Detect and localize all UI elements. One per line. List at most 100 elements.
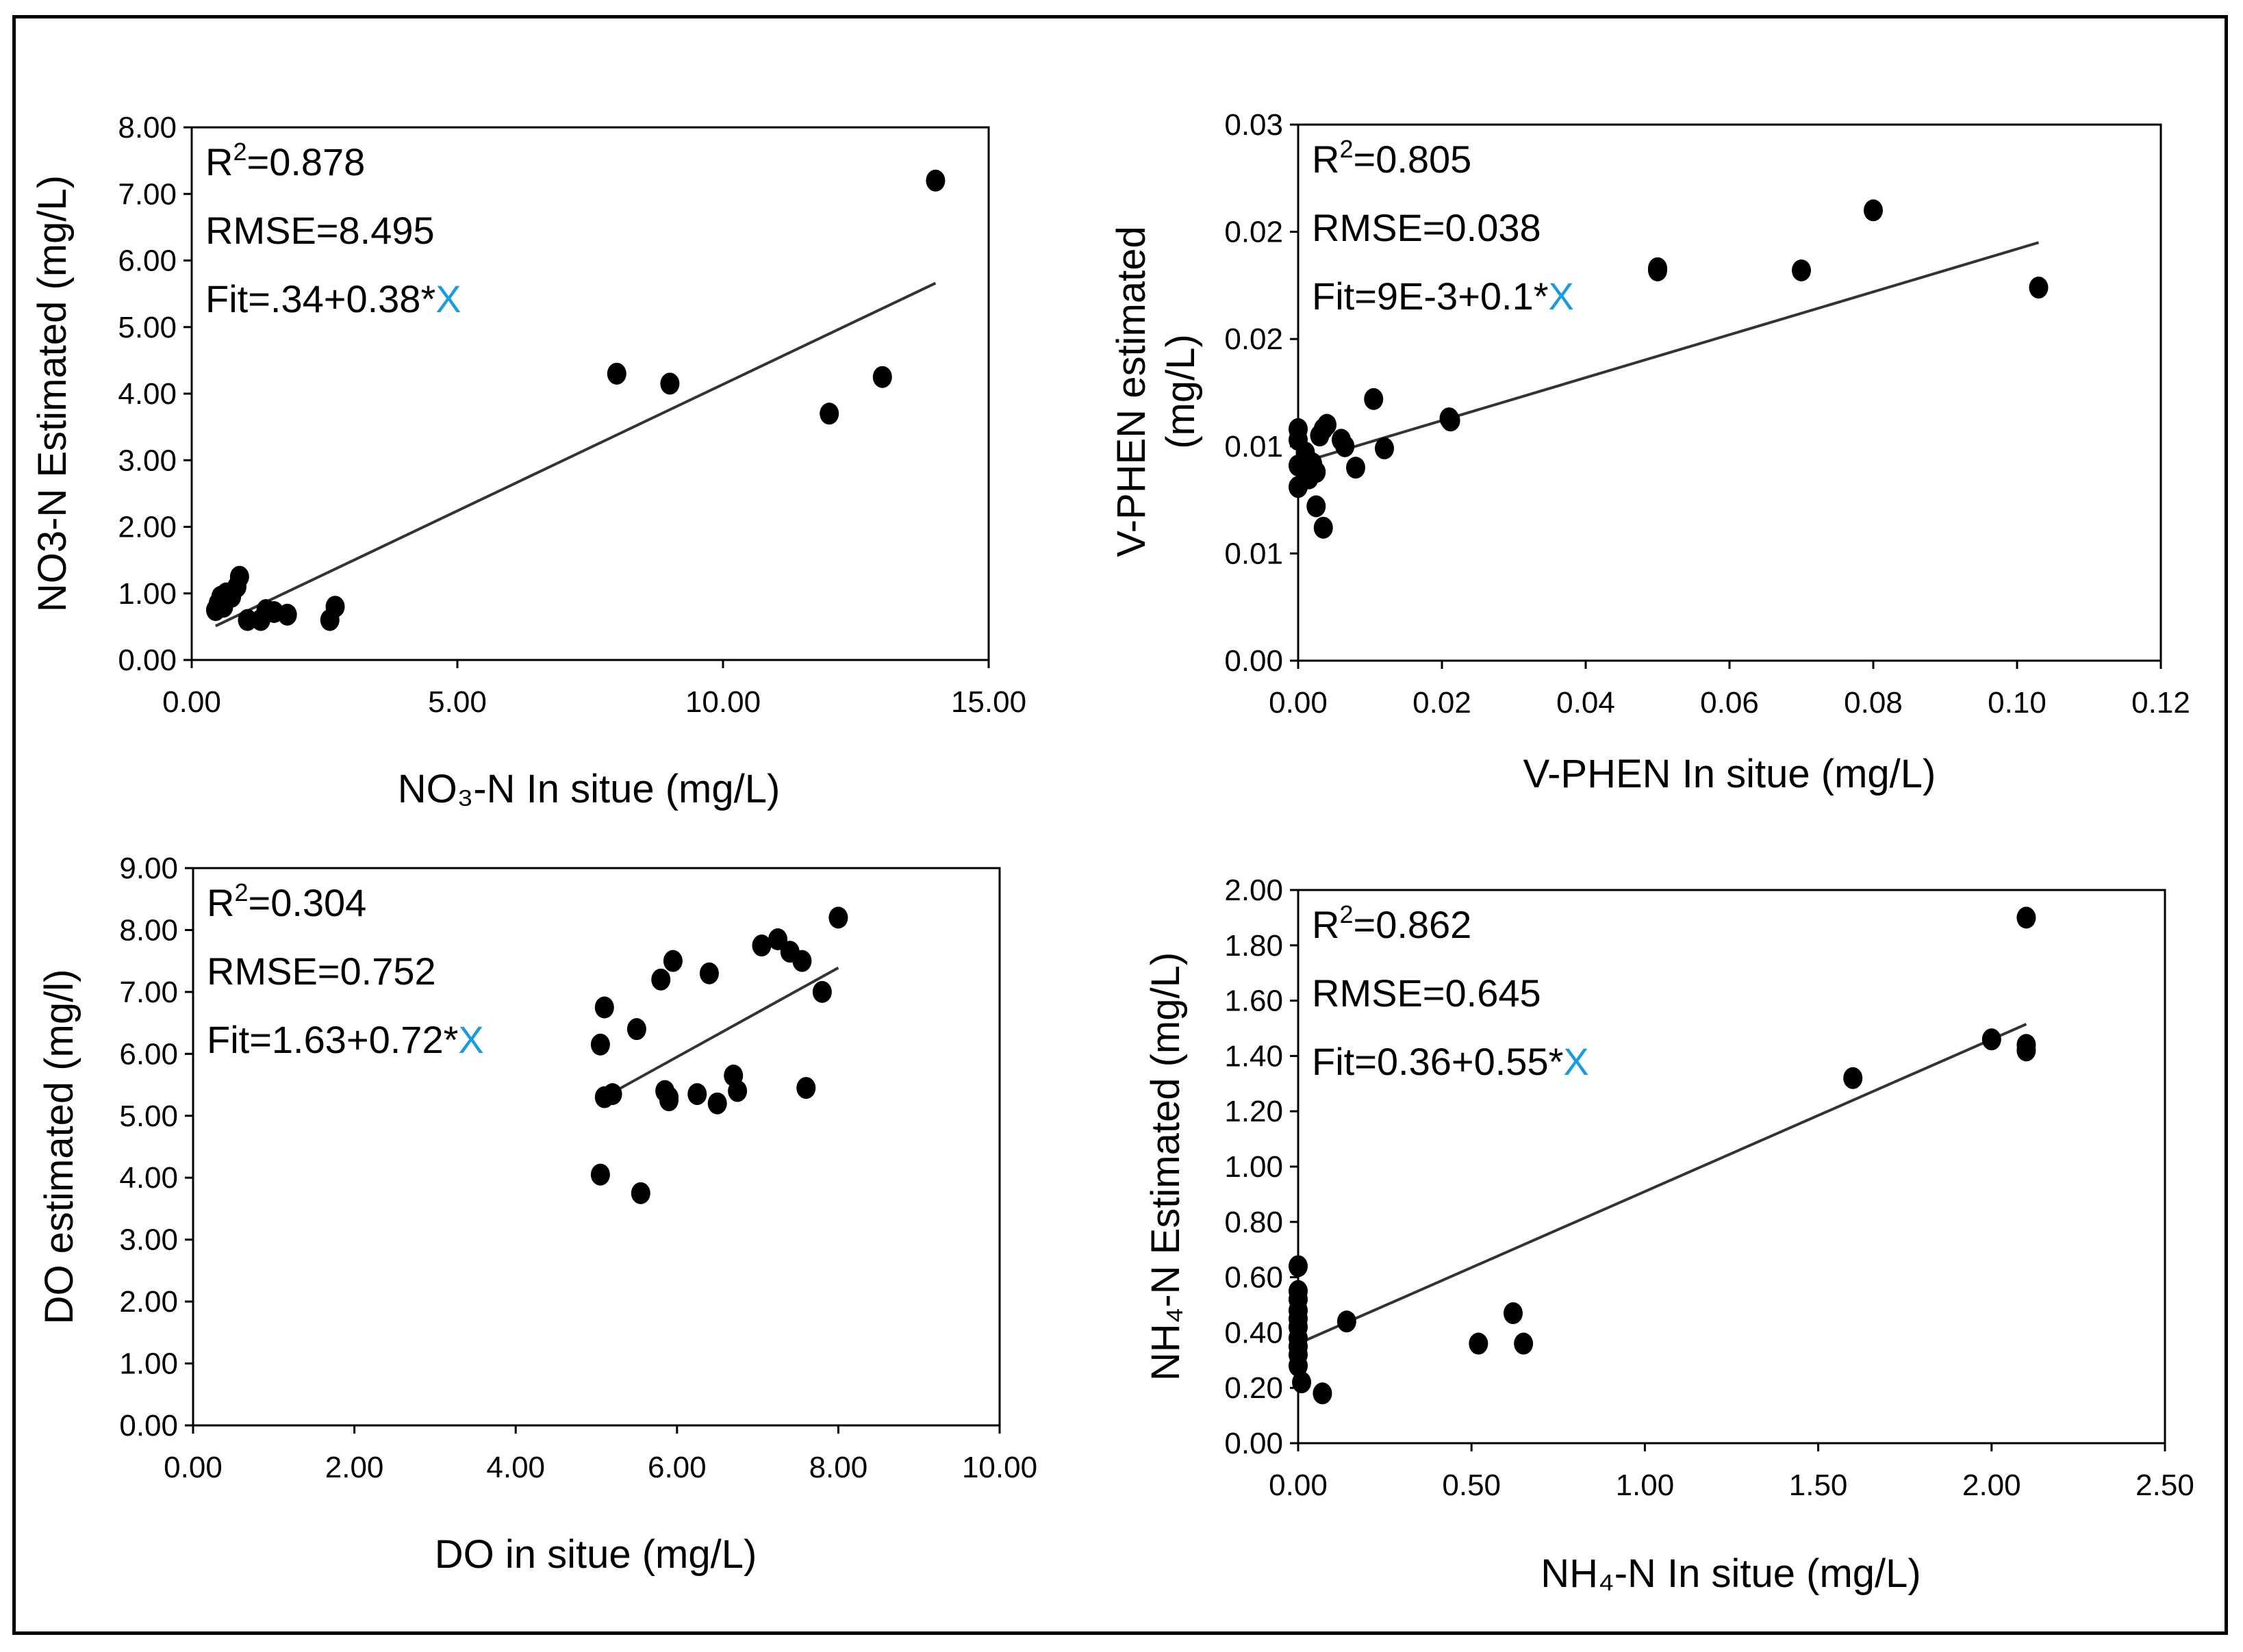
data-point [752, 935, 772, 957]
fit-x-variable: X [435, 277, 461, 320]
fit-equation-label: Fit=1.63+0.72*X [207, 1018, 484, 1061]
fit-line [1297, 1023, 2027, 1345]
r2-symbol: R [1312, 903, 1339, 946]
fit-equation: Fit=0.36+0.55* [1312, 1040, 1563, 1083]
y-tick-label: 7.00 [118, 177, 177, 211]
y-tick-label: 7.00 [119, 976, 178, 1009]
r2-superscript: 2 [233, 138, 246, 166]
data-point [1292, 1371, 1312, 1394]
data-point [325, 596, 345, 618]
data-point [594, 996, 614, 1019]
y-tick-label: 1.00 [118, 577, 177, 611]
data-point [1336, 1310, 1356, 1333]
fit-x-variable: X [458, 1018, 483, 1061]
y-tick-label: 1.00 [119, 1347, 178, 1381]
x-axis-label: NO₃-N In situe (mg/L) [398, 767, 781, 811]
fit-line [215, 281, 937, 628]
rmse-label: RMSE=0.645 [1312, 971, 1541, 1015]
x-axis-label: DO in situe (mg/L) [435, 1532, 757, 1577]
x-tick-label: 0.00 [1269, 686, 1328, 720]
plot-area-vphen [1297, 123, 2162, 662]
y-tick-label: 1.60 [1224, 984, 1283, 1018]
data-point [607, 362, 626, 385]
x-tick-label: 0.00 [1269, 1469, 1328, 1502]
data-point [1981, 1028, 2001, 1051]
y-tick-label: 2.00 [118, 511, 177, 544]
rmse-label: RMSE=0.038 [1312, 206, 1541, 249]
y-tick-label: 0.03 [1224, 108, 1283, 142]
data-point [1335, 435, 1355, 457]
data-point [659, 1089, 679, 1112]
fit-equation: Fit=9E-3+0.1* [1312, 275, 1549, 318]
y-tick-label: 6.00 [119, 1037, 178, 1071]
data-point [926, 169, 946, 192]
x-tick-label: 0.10 [1988, 686, 2046, 720]
x-tick-label: 0.08 [1844, 686, 1903, 720]
x-tick-label: 15.00 [951, 685, 1026, 719]
fit-line [603, 966, 839, 1099]
data-point [1289, 1255, 1308, 1278]
r2-value: =0.805 [1353, 138, 1471, 181]
data-point [687, 1083, 707, 1106]
data-point [1375, 437, 1394, 459]
x-tick-label: 10.00 [685, 685, 761, 719]
plot-vphen: 0.00 0.01 0.01 0.02 0.02 0.03 0.00 0.02 0.04 0.06… [1109, 108, 2190, 796]
y-tick-label: 0.60 [1224, 1261, 1283, 1295]
data-point [707, 1092, 727, 1115]
data-point [820, 403, 839, 425]
data-point [1469, 1332, 1488, 1355]
fit-equation: Fit=1.63+0.72* [207, 1018, 458, 1061]
fit-x-variable: X [1563, 1040, 1588, 1083]
fit-equation: Fit=.34+0.38* [205, 277, 435, 320]
r2-symbol: R [207, 881, 234, 924]
x-tick-label: 8.00 [809, 1451, 868, 1484]
rmse-label: RMSE=0.752 [207, 950, 436, 993]
y-tick-label: 0.01 [1224, 430, 1283, 463]
data-point [229, 566, 249, 588]
x-axis-label: NH₄-N In situe (mg/L) [1541, 1551, 1921, 1596]
data-point [1289, 1354, 1308, 1377]
data-point [2016, 906, 2036, 929]
r2-symbol: R [205, 140, 233, 183]
y-tick-label: 0.00 [1224, 644, 1283, 678]
fit-x-variable: X [1549, 275, 1574, 318]
data-point [828, 906, 848, 929]
data-point [812, 980, 832, 1003]
plot-do: 0.00 1.00 2.00 3.00 4.00 5.00 6.00 7.00 8.00 9.00… [37, 852, 1037, 1577]
y-tick-label: 0.80 [1224, 1206, 1283, 1239]
x-tick-label: 2.00 [325, 1451, 384, 1484]
r2-superscript: 2 [1339, 135, 1353, 163]
data-point [796, 1077, 816, 1100]
data-point [1317, 414, 1336, 436]
x-tick-label: 4.00 [486, 1451, 545, 1484]
rmse-label: RMSE=8.495 [205, 209, 435, 252]
x-axis-label: V-PHEN In situe (mg/L) [1523, 752, 1936, 796]
data-point [1648, 259, 1667, 281]
x-tick-label: 0.12 [2131, 686, 2190, 720]
data-point [631, 1182, 650, 1204]
y-axis-label-units: (mg/L) [1158, 334, 1203, 449]
y-axis-label: DO estimated (mg/l) [37, 969, 81, 1325]
y-tick-label: 0.20 [1224, 1371, 1283, 1405]
data-point [1313, 1382, 1332, 1405]
data-point [728, 1080, 748, 1102]
y-tick-label: 0.00 [118, 644, 177, 677]
y-tick-label: 1.40 [1224, 1039, 1283, 1073]
data-point [238, 609, 257, 631]
y-tick-label: 1.00 [1224, 1150, 1283, 1184]
r-squared-label: R2=0.862 [1312, 900, 1471, 946]
data-point [872, 366, 892, 388]
y-tick-label: 2.00 [1224, 874, 1283, 907]
y-axis-label: NO3-N Estimated (mg/L) [30, 175, 75, 612]
x-tick-label: 10.00 [962, 1451, 1037, 1484]
data-point [1503, 1302, 1523, 1325]
data-point [1514, 1332, 1534, 1355]
y-tick-label: 0.02 [1224, 322, 1283, 356]
y-tick-label: 9.00 [119, 852, 178, 885]
data-point [660, 372, 680, 395]
x-tick-label: 2.00 [1962, 1469, 2021, 1502]
y-axis-label: V-PHEN estimated [1109, 226, 1154, 557]
data-point [1843, 1067, 1863, 1089]
y-tick-label: 8.00 [119, 913, 178, 947]
